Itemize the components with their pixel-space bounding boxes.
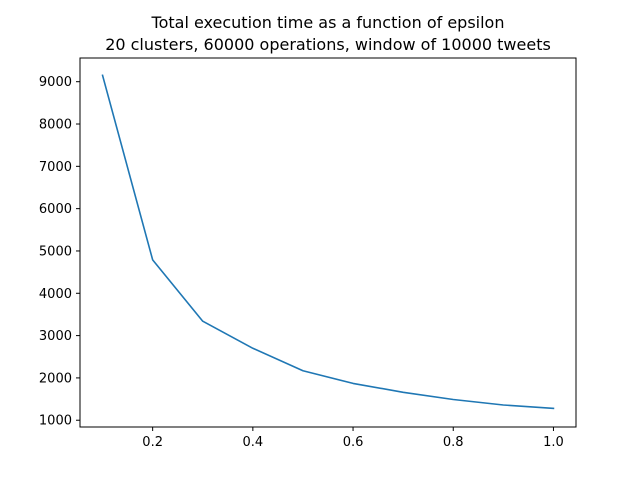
- y-tick-label: 1000: [39, 414, 72, 429]
- series-layer: [101, 74, 555, 410]
- x-tick-label: 0.4: [243, 435, 264, 450]
- y-tick-label: 6000: [39, 202, 72, 217]
- y-tick-label: 7000: [39, 160, 72, 175]
- x-axis: 0.2 0.4 0.6 0.8 1.0: [142, 427, 564, 450]
- y-axis: 1000 2000 3000 4000 5000 6000 7000 8000 9000: [39, 75, 80, 429]
- y-tick-label: 8000: [39, 118, 72, 133]
- y-tick-label: 2000: [39, 371, 72, 386]
- chart-title: Total execution time as a function of ep…: [151, 13, 505, 32]
- y-tick-label: 4000: [39, 287, 72, 302]
- x-tick-label: 0.6: [343, 435, 364, 450]
- y-tick-label: 3000: [39, 329, 72, 344]
- x-tick-label: 0.8: [443, 435, 464, 450]
- plot-area-frame: [79, 57, 577, 428]
- chart-subtitle: 20 clusters, 60000 operations, window of…: [105, 35, 551, 54]
- x-tick-label: 1.0: [543, 435, 564, 450]
- y-tick-label: 5000: [39, 244, 72, 259]
- x-tick-label: 0.2: [142, 435, 163, 450]
- y-tick-label: 9000: [39, 75, 72, 90]
- series-line: [101, 74, 555, 410]
